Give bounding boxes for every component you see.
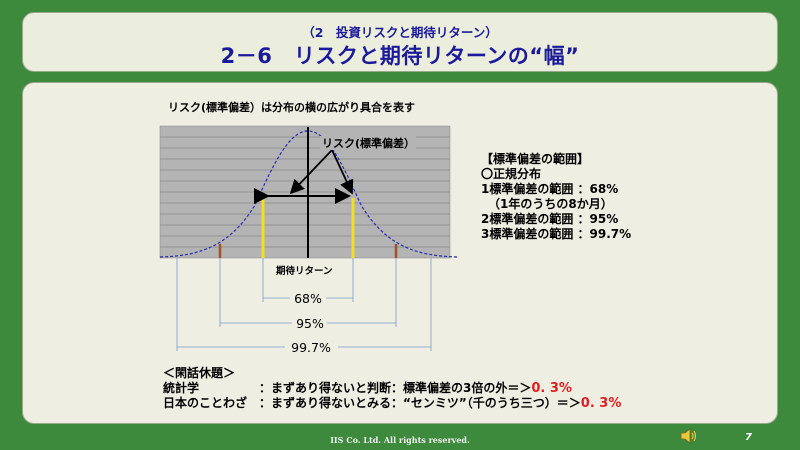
trivia-row1-label: 統計学 xyxy=(163,381,200,395)
header-box: （2 投資リスクと期待リターン） 2－6 リスクと期待リターンの“幅” xyxy=(22,12,778,72)
risk-pointer-right xyxy=(331,149,354,195)
legend-title: 【標準偏差の範囲】 xyxy=(481,152,590,166)
risk-label: リスク(標準偏差） xyxy=(322,136,415,150)
trivia-row-proverb: 日本のことわざ ：まずあり得ないとみる：“センミツ”（千のうち三つ）＝＞0. 3% xyxy=(163,396,621,411)
trivia-section: ＜閑話休題＞ 統計学 ：まずあり得ないと判断：標準偏差の3倍の外＝＞0. 3% 日… xyxy=(163,366,621,411)
trivia-row-statistics: 統計学 ：まずあり得ないと判断：標準偏差の3倍の外＝＞0. 3% xyxy=(163,381,621,396)
trivia-row2-value: 0. 3% xyxy=(580,396,622,411)
page-number: 7 xyxy=(745,432,752,443)
trivia-row2-label: 日本のことわざ xyxy=(163,396,248,410)
mean-label: 期待リターン xyxy=(276,265,333,277)
sigma-range-legend: 【標準偏差の範囲】 〇正規分布 1標準偏差の範囲 ：68% （1年のうちの8か月… xyxy=(481,152,631,242)
trivia-title: ＜閑話休題＞ xyxy=(163,366,236,380)
trivia-row1-text: ：まずあり得ないと判断：標準偏差の3倍の外＝＞ xyxy=(259,381,532,395)
legend-subtitle: 〇正規分布 xyxy=(481,167,542,181)
range-68-label: 68% xyxy=(294,291,322,306)
range-brackets xyxy=(176,258,432,351)
trivia-row1-value: 0. 3% xyxy=(531,381,572,396)
legend-line1-note: （1年のうちの8か月） xyxy=(488,197,613,211)
trivia-row2-text: ：まずあり得ないとみる：“センミツ”（千のうち三つ）＝＞ xyxy=(259,396,581,410)
legend-line3: 3標準偏差の範囲 ：99.7% xyxy=(481,227,632,241)
copyright-footer: IIS Co. Ltd. All rights reserved. xyxy=(330,435,470,445)
slide-title: 2－6 リスクと期待リターンの“幅” xyxy=(220,44,580,68)
risk-pointer-left xyxy=(289,149,333,195)
diagram-caption: リスク(標準偏差）は分布の横の広がり具合を表す xyxy=(168,101,416,114)
speaker-icon[interactable] xyxy=(680,428,698,444)
legend-line2: 2標準偏差の範囲 ：95% xyxy=(481,212,619,226)
range-95-label: 95% xyxy=(296,316,324,331)
slide-subtitle: （2 投資リスクと期待リターン） xyxy=(302,25,498,40)
range-997-label: 99.7% xyxy=(291,340,331,355)
legend-line1: 1標準偏差の範囲 ：68% xyxy=(481,182,619,196)
